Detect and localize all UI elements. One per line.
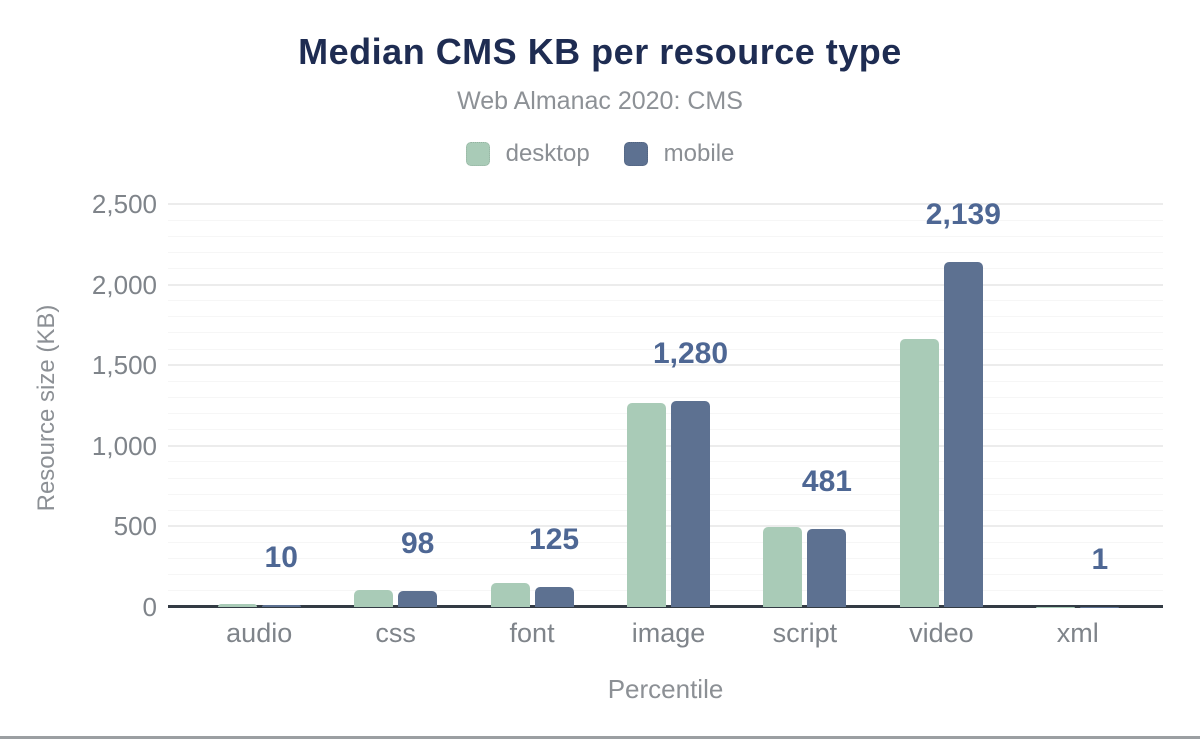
y-axis-tick-label: 500 (113, 511, 157, 542)
minor-gridline (168, 380, 1163, 382)
x-axis-category-audio: audio (226, 618, 293, 648)
plot-area: 0 500 1,000 1,500 2,000 2,500 10 audio 98 css 125 f… (92, 189, 1163, 648)
x-axis-category-font: font (509, 618, 555, 648)
y-axis-title: Resource size (KB) (33, 304, 60, 512)
chart-subtitle: Web Almanac 2020: CMS (457, 87, 743, 115)
y-axis-tick-label: 1,500 (91, 350, 157, 381)
legend-item-desktop[interactable]: desktop (465, 140, 590, 168)
bar-desktop-video[interactable] (899, 339, 939, 607)
minor-gridline (168, 219, 1163, 221)
y-axis-tick-label: 0 (142, 592, 157, 622)
x-axis-category-image: image (631, 618, 706, 648)
legend-label-mobile: mobile (663, 140, 735, 167)
bar-desktop-audio[interactable] (217, 604, 257, 607)
chart-title: Median CMS KB per resource type (298, 31, 902, 72)
x-axis-category-script: script (772, 618, 838, 648)
bar-desktop-script[interactable] (763, 526, 803, 607)
x-axis-title: Percentile (607, 674, 724, 704)
data-label-xml: 1 (1091, 542, 1109, 576)
desktop-legend-swatch-icon (465, 142, 490, 166)
bar-mobile-audio[interactable] (261, 605, 301, 607)
minor-gridline (168, 300, 1163, 302)
data-label-script: 481 (801, 465, 852, 499)
data-label-font: 125 (529, 522, 580, 556)
x-axis-category-video: video (909, 618, 974, 648)
data-label-audio: 10 (264, 541, 298, 575)
bar-desktop-image[interactable] (627, 402, 666, 607)
bar-mobile-font[interactable] (534, 586, 574, 607)
legend: desktop mobile (0, 140, 1200, 168)
minor-gridline (168, 267, 1163, 269)
data-label-image: 1,280 (652, 336, 729, 370)
bar-mobile-image[interactable] (671, 400, 710, 607)
bar-mobile-script[interactable] (807, 529, 847, 607)
mobile-legend-swatch-icon (623, 142, 648, 166)
x-axis-category-css: css (375, 618, 416, 648)
minor-gridline (168, 251, 1163, 253)
bar-desktop-font[interactable] (490, 582, 530, 607)
y-axis-tick-label: 1,000 (91, 430, 157, 461)
minor-gridline (168, 235, 1163, 237)
minor-gridline (168, 396, 1163, 398)
legend-label-desktop: desktop (505, 140, 590, 167)
y-axis-tick-label: 2,500 (91, 189, 157, 219)
data-label-css: 98 (400, 527, 435, 561)
major-gridline (168, 203, 1163, 205)
minor-gridline (168, 316, 1163, 318)
legend-item-mobile[interactable]: mobile (623, 140, 735, 168)
bottom-divider-bar (0, 736, 1200, 739)
major-gridline (168, 283, 1163, 286)
bar-mobile-css[interactable] (398, 591, 438, 607)
y-axis-tick-label: 2,000 (91, 269, 157, 300)
minor-gridline (168, 332, 1163, 334)
major-gridline (168, 364, 1163, 367)
bar-desktop-css[interactable] (354, 589, 394, 607)
bar-mobile-video[interactable] (943, 262, 983, 607)
minor-gridline (168, 348, 1163, 350)
data-label-video: 2,139 (925, 198, 1001, 232)
x-axis-category-xml: xml (1056, 618, 1099, 648)
